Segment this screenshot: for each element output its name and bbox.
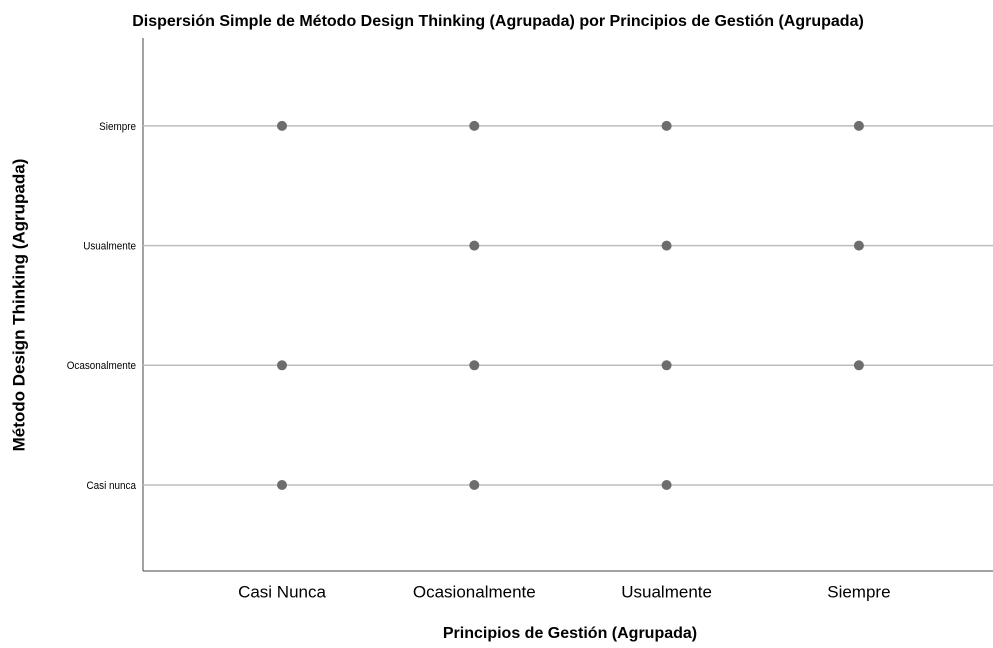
point (661, 360, 672, 371)
x-tick-label: Casi Nunca (238, 582, 326, 601)
point (661, 480, 672, 490)
point (469, 360, 480, 371)
x-tick-label: Ocasionalmente (413, 582, 536, 601)
chart-title: Dispersión Simple de Método Design Think… (132, 13, 864, 30)
point (469, 120, 480, 131)
x-tick-label: Siempre (827, 582, 890, 601)
y-tick-label: Casi nunca (87, 480, 137, 492)
x-tick-label: Usualmente (621, 582, 712, 601)
y-tick-label: Siempre (99, 121, 136, 133)
point (661, 240, 672, 251)
point (469, 240, 480, 251)
point (853, 120, 864, 131)
point (277, 120, 287, 131)
point (277, 480, 287, 490)
point (661, 120, 672, 131)
y-tick-label: Usualmente (83, 241, 136, 253)
y-axis-title: Método Design Thinking (Agrupada) (9, 159, 28, 452)
point (853, 240, 864, 251)
point (277, 360, 287, 371)
x-axis-title: Principios de Gestión (Agrupada) (443, 625, 697, 642)
point (469, 480, 480, 490)
point (853, 360, 864, 371)
y-tick-label: Ocasonalmente (67, 361, 136, 373)
